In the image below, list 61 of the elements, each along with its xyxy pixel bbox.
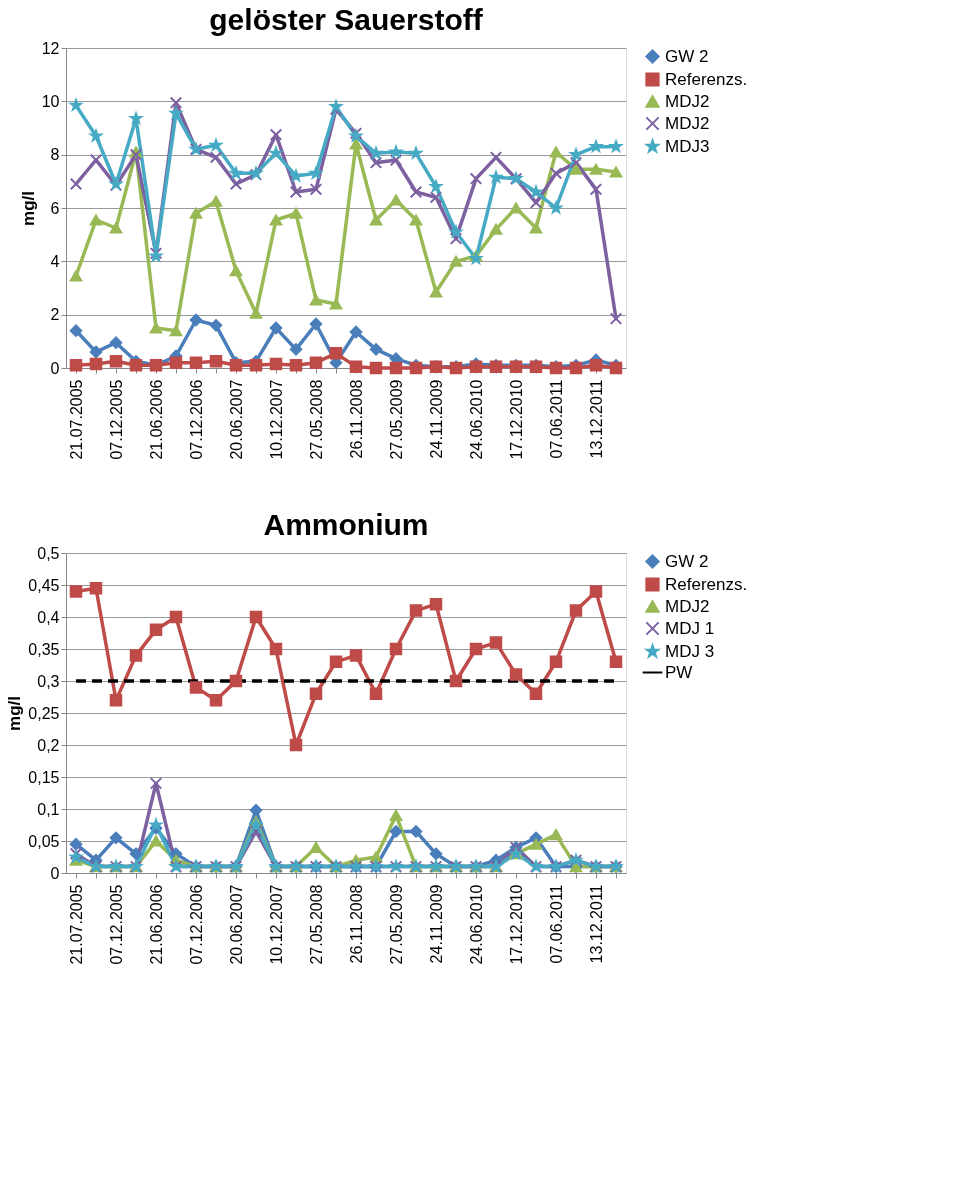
x-tick-label: 07.06.2011 [547,379,565,459]
x-tick-label: 24.11.2009 [427,884,445,964]
y-tick-label: 12 [41,39,60,57]
y-tick-label: 0 [50,864,60,882]
y-tick-label: 0,2 [37,736,60,754]
x-tick-label: 21.06.2006 [147,379,165,460]
x-tick-label: 26.11.2008 [347,379,365,459]
chart-title: Ammonium [263,508,429,541]
x-tick-label: 07.06.2011 [547,884,565,964]
x-tick-label: 17.12.2010 [507,379,525,460]
x-tick-label: 24.06.2010 [467,379,485,460]
x-tick-label: 24.11.2009 [427,379,445,459]
x-tick-label: 07.12.2005 [107,884,125,965]
y-tick-label: 0,3 [37,672,60,690]
legend-label: GW 2 [665,46,709,66]
y-tick-label: 0,25 [28,704,60,722]
y-tick-label: 0,45 [28,576,60,594]
y-tick-label: 0,15 [28,768,60,786]
legend-label: MDJ 1 [665,618,715,638]
y-axis-title: mg/l [18,191,38,226]
x-tick-label: 24.06.2010 [467,884,485,965]
x-tick-label: 17.12.2010 [507,884,525,965]
y-tick-label: 0 [50,359,60,377]
y-tick-label: 0,1 [37,800,60,818]
x-tick-label: 10.12.2007 [267,379,285,460]
x-tick-label: 07.12.2005 [107,379,125,460]
legend-label: MDJ2 [665,596,710,616]
x-tick-label: 13.12.2011 [587,379,605,459]
legend-label: GW 2 [665,551,709,571]
legend-label: Referenzs. [665,69,748,89]
y-tick-label: 0,05 [28,832,60,850]
x-tick-label: 21.07.2005 [67,884,85,965]
y-tick-label: 4 [50,252,60,270]
x-tick-label: 20.06.2007 [227,884,245,965]
chart-title: gelöster Sauerstoff [209,3,484,36]
legend-label: Referenzs. [665,574,748,594]
y-tick-label: 0,4 [37,608,60,626]
legend-label: PW [665,662,693,682]
y-tick-label: 8 [50,146,60,164]
x-tick-label: 07.12.2006 [187,884,205,965]
x-tick-label: 20.06.2007 [227,379,245,460]
y-tick-label: 10 [41,92,60,110]
y-tick-label: 6 [50,199,60,217]
legend-label: MDJ 3 [665,641,715,661]
y-axis-title: mg/l [5,696,25,731]
x-tick-label: 27.05.2008 [307,379,325,460]
x-tick-label: 27.05.2009 [387,379,405,460]
y-tick-label: 0,35 [28,640,60,658]
x-tick-label: 13.12.2011 [587,884,605,964]
legend-label: MDJ3 [665,136,710,156]
x-tick-label: 21.06.2006 [147,884,165,965]
x-tick-label: 26.11.2008 [347,884,365,964]
legend-label: MDJ2 [665,91,710,111]
y-tick-label: 2 [50,306,60,324]
x-tick-label: 21.07.2005 [67,379,85,460]
x-tick-label: 10.12.2007 [267,884,285,965]
x-tick-label: 27.05.2009 [387,884,405,965]
x-tick-label: 27.05.2008 [307,884,325,965]
x-tick-label: 07.12.2006 [187,379,205,460]
y-tick-label: 0,5 [37,544,60,562]
legend-label: MDJ2 [665,113,710,133]
